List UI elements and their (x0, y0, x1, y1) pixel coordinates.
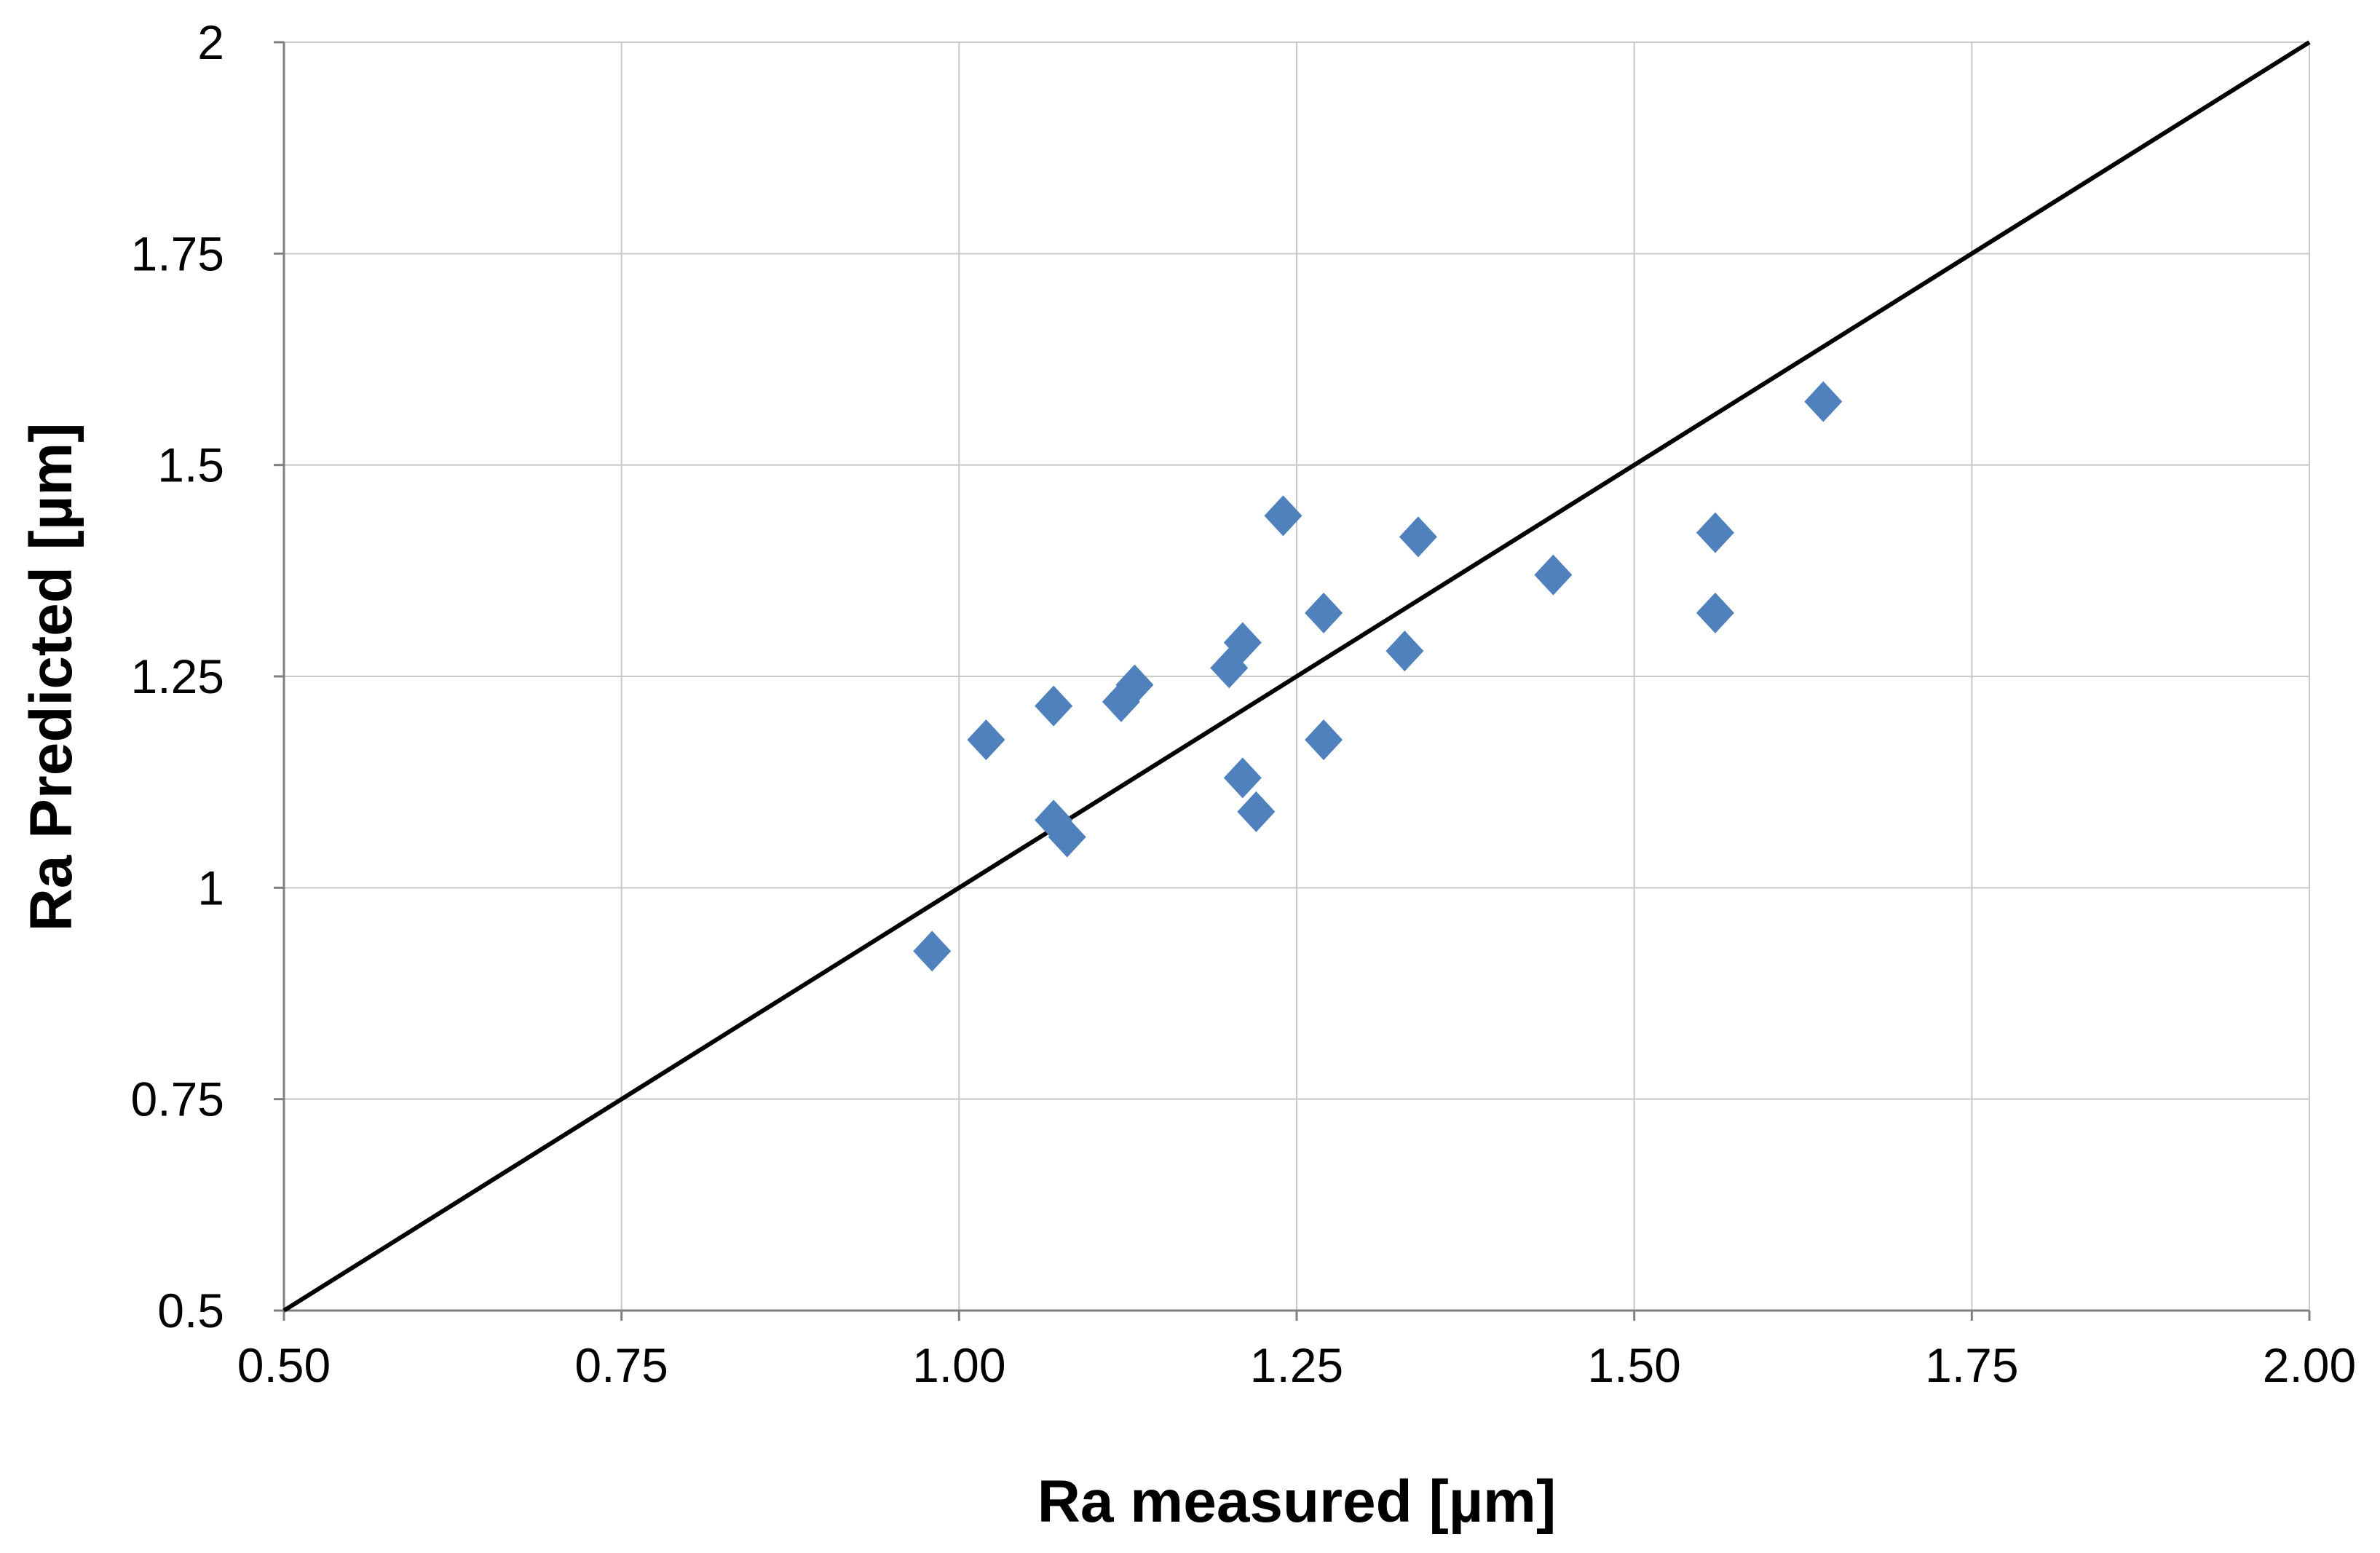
data-point (1696, 512, 1734, 553)
y-tick-label: 1.5 (157, 438, 224, 492)
data-point (1305, 592, 1343, 633)
y-tick-labels: 0.5 0.75 1 1.25 1.5 1.75 2 (131, 15, 224, 1337)
x-tick-label: 0.50 (237, 1338, 331, 1392)
data-point (1035, 685, 1073, 727)
y-tick-label: 1 (197, 861, 224, 914)
data-point (967, 719, 1005, 761)
data-point (1237, 791, 1276, 832)
data-point (1115, 664, 1154, 706)
reference-line (282, 40, 2311, 1313)
x-tick-label: 2.00 (2263, 1338, 2356, 1392)
x-tick-label: 1.50 (1587, 1338, 1680, 1392)
axes (274, 41, 2311, 1321)
data-point (1223, 757, 1262, 799)
x-tick-label: 1.00 (912, 1338, 1005, 1392)
data-point (1048, 816, 1086, 858)
data-point (1696, 592, 1734, 633)
x-axis-title: Ra measured [µm] (1037, 1469, 1557, 1535)
data-point (1804, 381, 1843, 422)
data-points (913, 381, 1843, 972)
y-tick-label: 1.25 (131, 649, 224, 703)
y-tick-label: 0.5 (157, 1284, 224, 1337)
x-tick-label: 0.75 (574, 1338, 668, 1392)
reference-line-group (282, 40, 2311, 1313)
data-point (1399, 516, 1437, 558)
x-tick-labels: 0.50 0.75 1.00 1.25 1.50 1.75 2.00 (237, 1338, 2356, 1392)
data-point (1264, 495, 1302, 537)
x-tick-label: 1.25 (1250, 1338, 1343, 1392)
y-tick-label: 1.75 (131, 226, 224, 280)
y-tick-label: 0.75 (131, 1072, 224, 1126)
data-point (1534, 554, 1573, 596)
data-point (1385, 631, 1424, 672)
y-tick-label: 2 (197, 15, 224, 69)
x-tick-label: 1.75 (1925, 1338, 2018, 1392)
data-point (1223, 622, 1262, 663)
y-axis-title: Ra Predicted [µm] (18, 423, 84, 932)
data-point (1305, 719, 1343, 761)
data-point (913, 930, 952, 972)
